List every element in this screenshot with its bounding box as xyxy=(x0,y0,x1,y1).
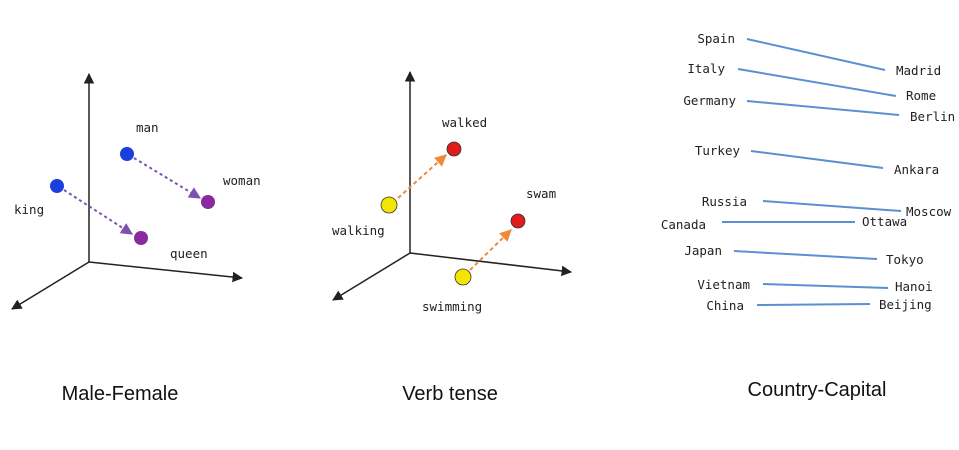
male-female-caption: Male-Female xyxy=(62,383,179,405)
x-axis xyxy=(409,252,573,277)
king-dot xyxy=(50,179,64,193)
x-axis xyxy=(88,261,244,283)
russia-moscow-line xyxy=(762,200,902,212)
spain-madrid-line xyxy=(746,38,886,71)
male-female-axes xyxy=(11,72,244,310)
swam-dot xyxy=(510,213,526,229)
male-female-panel: man woman king queen Male-Female xyxy=(11,72,261,405)
capital-label-madrid: Madrid xyxy=(896,63,941,78)
country-label-japan: Japan xyxy=(684,243,722,258)
swimming-swam-arrow xyxy=(469,229,512,271)
walking-walked-arrow xyxy=(397,154,447,199)
verb-tense-panel: walked walking swam swimming Verb tense xyxy=(332,70,573,405)
capital-label-ankara: Ankara xyxy=(894,162,939,177)
country-label-italy: Italy xyxy=(687,61,725,76)
country-capital-pairs: Spain Madrid Italy Rome Germany Berlin T… xyxy=(661,31,955,313)
capital-label-berlin: Berlin xyxy=(910,109,955,124)
capital-label-beijing: Beijing xyxy=(879,297,932,312)
capital-label-hanoi: Hanoi xyxy=(895,279,933,294)
z-axis xyxy=(11,261,90,310)
country-label-germany: Germany xyxy=(683,93,736,108)
queen-label: queen xyxy=(170,246,208,261)
country-capital-caption: Country-Capital xyxy=(748,379,887,401)
man-dot xyxy=(120,147,134,161)
walked-dot xyxy=(446,141,462,157)
verb-tense-axes xyxy=(332,70,573,301)
walked-label: walked xyxy=(442,115,487,130)
capital-label-ottawa: Ottawa xyxy=(862,214,907,229)
capital-label-moscow: Moscow xyxy=(906,204,952,219)
swam-label: swam xyxy=(526,186,556,201)
walking-dot xyxy=(380,196,398,214)
man-label: man xyxy=(136,120,159,135)
king-queen-arrow xyxy=(63,189,134,235)
capital-label-rome: Rome xyxy=(906,88,936,103)
country-label-canada: Canada xyxy=(661,217,706,232)
queen-dot xyxy=(134,231,148,245)
vietnam-hanoi-line xyxy=(762,283,889,289)
king-label: king xyxy=(14,202,44,217)
country-label-china: China xyxy=(706,298,744,313)
walking-label: walking xyxy=(332,223,385,238)
country-label-turkey: Turkey xyxy=(695,143,741,158)
japan-tokyo-line xyxy=(733,250,878,260)
country-label-vietnam: Vietnam xyxy=(697,277,750,292)
swimming-label: swimming xyxy=(422,299,482,314)
italy-rome-line xyxy=(737,68,897,97)
china-beijing-line xyxy=(756,303,871,306)
germany-berlin-line xyxy=(746,100,900,116)
man-woman-arrow xyxy=(133,157,202,199)
woman-label: woman xyxy=(223,173,261,188)
turkey-ankara-line xyxy=(750,150,884,169)
swimming-dot xyxy=(454,268,472,286)
verb-tense-caption: Verb tense xyxy=(402,383,498,405)
capital-label-tokyo: Tokyo xyxy=(886,252,924,267)
woman-dot xyxy=(201,195,215,209)
country-label-russia: Russia xyxy=(702,194,747,209)
country-capital-panel: Spain Madrid Italy Rome Germany Berlin T… xyxy=(661,31,955,401)
z-axis xyxy=(332,252,411,301)
country-label-spain: Spain xyxy=(697,31,735,46)
